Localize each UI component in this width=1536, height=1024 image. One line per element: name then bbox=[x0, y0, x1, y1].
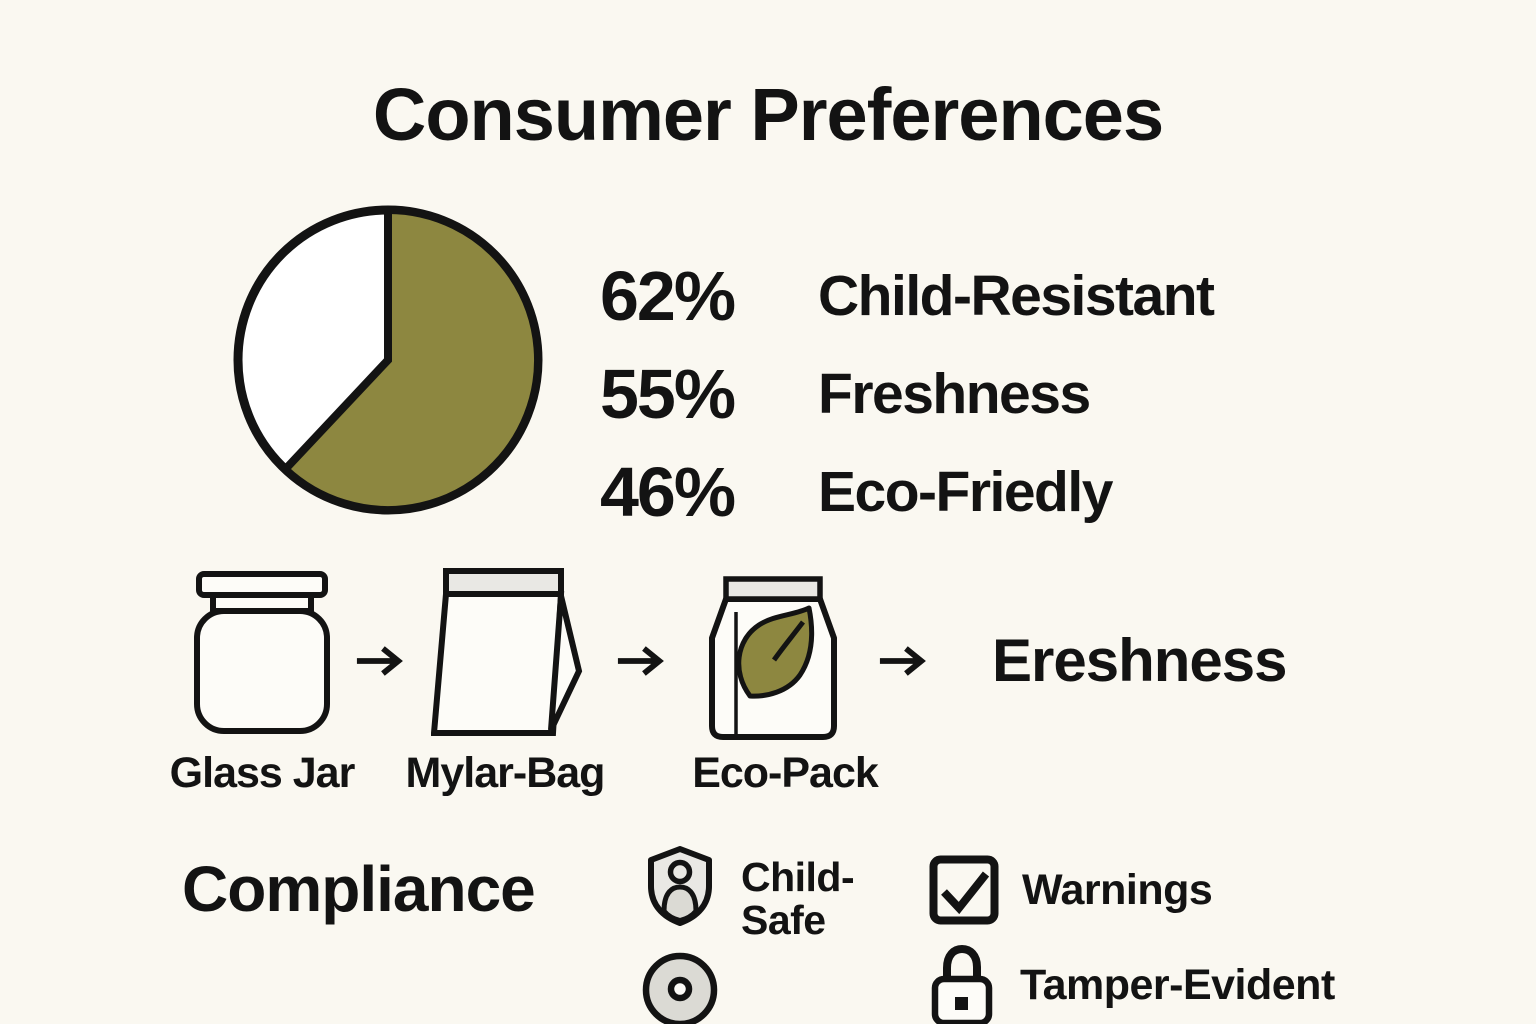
stat-value: 62% bbox=[600, 257, 736, 335]
arrow-right-icon bbox=[356, 646, 403, 676]
stat-row: 55% Freshness bbox=[600, 345, 1214, 443]
stat-value: 55% bbox=[600, 355, 736, 433]
flow-result-label: Ereshness bbox=[992, 627, 1288, 694]
stat-label: Eco-Friedly bbox=[818, 460, 1113, 524]
flow-step-label: Eco-Pack bbox=[692, 749, 879, 797]
pie-chart bbox=[233, 205, 543, 515]
glass-jar-icon bbox=[194, 571, 330, 734]
flow-step-label: Glass Jar bbox=[169, 749, 356, 797]
child-safe-label: Child- Safe bbox=[741, 854, 855, 943]
stat-row: 46% Eco-Friedly bbox=[600, 443, 1214, 541]
stat-row: 62% Child-Resistant bbox=[600, 247, 1215, 345]
leaf-icon bbox=[736, 605, 815, 699]
tamper-evident-lock-icon bbox=[931, 944, 993, 1024]
stat-value: 46% bbox=[600, 453, 736, 531]
stat-label: Child-Resistant bbox=[818, 264, 1215, 328]
tamper-evident-label: Tamper-Evident bbox=[1020, 961, 1335, 1009]
pie-main-slice bbox=[279, 205, 542, 514]
warnings-label: Warnings bbox=[1022, 866, 1213, 914]
flow-step-label: Mylar-Bag bbox=[405, 749, 606, 797]
page-title: Consumer Preferences bbox=[372, 73, 1164, 156]
stats-list: 62% Child-Resistant 55% Freshness 46% Ec… bbox=[600, 247, 1215, 541]
arrow-right-icon bbox=[879, 646, 926, 676]
mylar-bag-icon bbox=[431, 568, 583, 736]
child-safe-shield-icon bbox=[648, 846, 712, 926]
warnings-checkbox-icon bbox=[929, 855, 999, 925]
eco-pack-icon bbox=[709, 576, 837, 740]
seal-disc-icon bbox=[642, 952, 718, 1024]
arrow-right-icon bbox=[617, 646, 664, 676]
stat-label: Freshness bbox=[818, 362, 1091, 426]
compliance-heading: Compliance bbox=[182, 853, 536, 925]
